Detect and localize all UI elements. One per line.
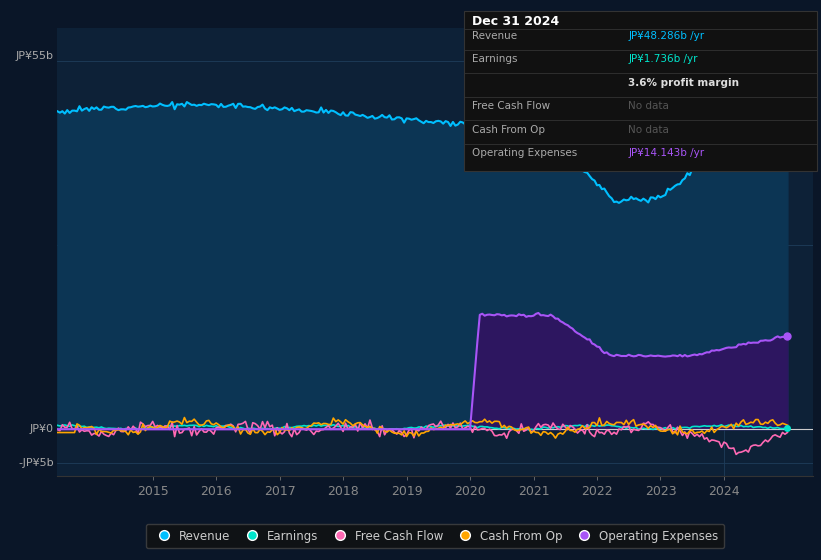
Text: Cash From Op: Cash From Op (472, 125, 545, 135)
Text: JP¥48.286b /yr: JP¥48.286b /yr (628, 31, 704, 41)
Text: 3.6% profit margin: 3.6% profit margin (628, 78, 739, 88)
Text: JP¥14.143b /yr: JP¥14.143b /yr (628, 148, 704, 158)
Text: -JP¥5b: -JP¥5b (18, 458, 53, 468)
Text: Dec 31 2024: Dec 31 2024 (472, 15, 559, 27)
Text: Free Cash Flow: Free Cash Flow (472, 101, 550, 111)
Text: JP¥55b: JP¥55b (16, 52, 53, 62)
Text: Earnings: Earnings (472, 54, 517, 64)
Text: Operating Expenses: Operating Expenses (472, 148, 577, 158)
Text: No data: No data (628, 125, 669, 135)
Legend: Revenue, Earnings, Free Cash Flow, Cash From Op, Operating Expenses: Revenue, Earnings, Free Cash Flow, Cash … (146, 524, 724, 548)
Text: No data: No data (628, 101, 669, 111)
Text: JP¥1.736b /yr: JP¥1.736b /yr (628, 54, 698, 64)
Text: Revenue: Revenue (472, 31, 517, 41)
Text: JP¥0: JP¥0 (30, 424, 53, 434)
